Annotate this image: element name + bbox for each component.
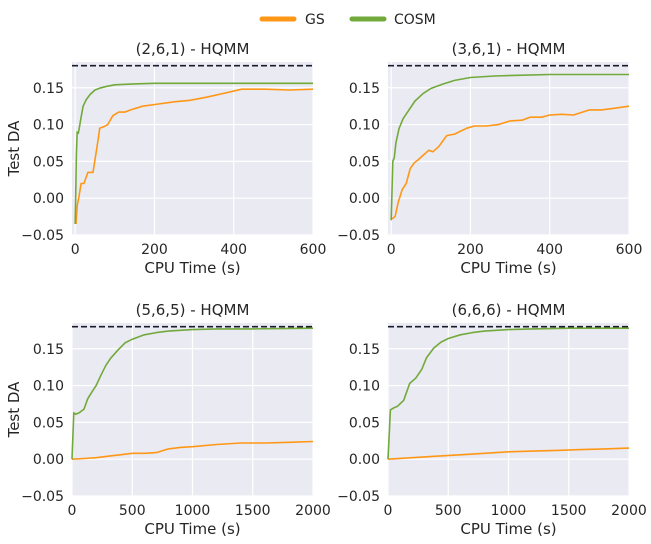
series-line-gs [391,105,630,220]
y-axis-label: Test DA [5,381,23,439]
y-tick-label: −0.05 [337,228,380,244]
x-tick-label: 1000 [491,503,527,519]
x-tick-label: 600 [616,242,643,258]
x-axis-label: CPU Time (s) [144,520,240,538]
x-tick-label: 2000 [611,503,647,519]
legend-item-gs: GS [259,12,325,28]
x-tick-label: 0 [71,242,80,258]
y-axis-label: Test DA [5,120,23,178]
x-tick-label: 500 [435,503,462,519]
subplot-title: (3,6,1) - HQMM [452,40,566,58]
x-axis-label: CPU Time (s) [460,259,556,277]
y-tick-label: 0.00 [33,191,64,207]
y-tick-label: 0.15 [349,342,380,358]
y-tick-label: −0.05 [21,228,64,244]
x-tick-label: 1000 [175,503,211,519]
subplot-title: (6,6,6) - HQMM [452,301,566,319]
y-tick-label: 0.05 [33,415,64,431]
x-tick-label: 1500 [235,503,271,519]
y-tick-label: 0.10 [33,118,64,134]
x-tick-label: 200 [457,242,484,258]
y-tick-label: 0.15 [33,81,64,97]
subplot-5-6-5: −0.05 0.00 0.05 0.10 0.15 0 500 1000 1500 2000 (5,… [5,301,331,538]
series-line-gs [71,440,314,460]
x-tick-label: 0 [384,503,393,519]
plot-area [72,62,313,235]
series-line-cosm [74,82,313,225]
subplot-6-6-6: −0.05 0.00 0.05 0.10 0.15 0 500 1000 1500 2000 (6,… [337,301,647,538]
x-tick-label: 0 [387,242,396,258]
series-line-gs [75,88,314,225]
legend-label-gs: GS [305,12,325,28]
y-tick-label: 0.10 [349,118,380,134]
y-tick-label: 0.10 [33,379,64,395]
y-tick-label: −0.05 [21,489,64,505]
y-tick-label: 0.05 [349,154,380,170]
x-tick-label: 400 [220,242,247,258]
x-tick-label: 0 [68,503,77,519]
y-tick-label: 0.00 [349,191,380,207]
y-tick-label: 0.10 [349,379,380,395]
x-tick-label: 400 [536,242,563,258]
legend-item-cosm: COSM [349,12,436,28]
x-tick-label: 500 [119,503,146,519]
subplot-2-6-1: −0.05 0.00 0.05 0.10 0.15 0 200 400 600 (2,6,1) -… [5,40,326,277]
series-line-gs [387,447,630,460]
y-tick-label: 0.00 [349,452,380,468]
subplot-title: (2,6,1) - HQMM [136,40,250,58]
y-tick-label: 0.00 [33,452,64,468]
y-tick-label: 0.15 [349,81,380,97]
subplot-3-6-1: −0.05 0.00 0.05 0.10 0.15 0 200 400 600 (3,6,1) -… [337,40,642,277]
y-tick-label: 0.15 [33,342,64,358]
series-line-cosm [387,327,629,460]
x-tick-label: 2000 [295,503,331,519]
y-tick-label: 0.05 [33,154,64,170]
series-line-cosm [390,73,629,221]
x-axis-label: CPU Time (s) [144,259,240,277]
y-tick-label: 0.05 [349,415,380,431]
y-tick-label: −0.05 [337,489,380,505]
x-axis-label: CPU Time (s) [460,520,556,538]
x-tick-label: 200 [141,242,168,258]
x-tick-label: 1500 [551,503,587,519]
series-line-cosm [71,327,314,460]
subplot-title: (5,6,5) - HQMM [136,301,250,319]
legend-label-cosm: COSM [394,12,436,28]
legend: GS COSM [259,12,436,28]
x-tick-label: 600 [300,242,327,258]
